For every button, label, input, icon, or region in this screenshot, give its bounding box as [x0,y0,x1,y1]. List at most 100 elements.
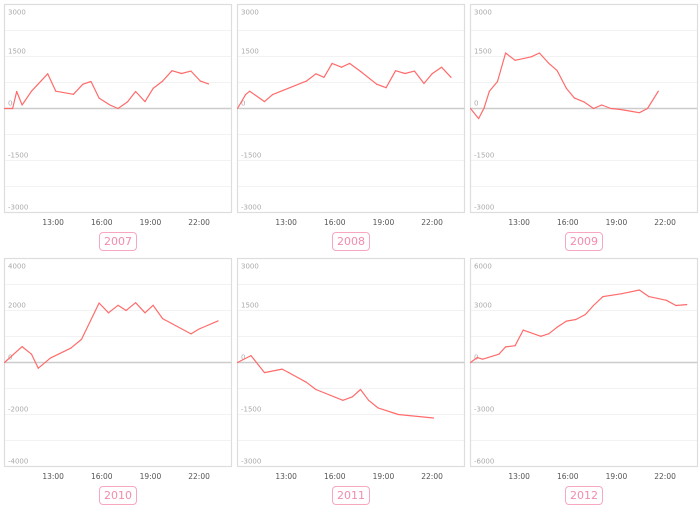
data-point [359,70,362,73]
line-chart: 3000 1500 0 -1500 -3000 13:00 16:00 19:00 22:00 [469,3,699,227]
y-tick-label: 3000 [241,9,259,17]
y-tick-label: 1500 [241,302,259,310]
data-point [180,72,183,75]
year-button-2012[interactable]: 2012 [565,486,603,505]
data-point [377,407,379,409]
year-button-2010[interactable]: 2010 [99,486,137,505]
data-point [619,108,622,111]
y-tick-label: 0 [241,354,245,362]
data-point [125,309,127,312]
chart-panel-2009: 3000 1500 0 -1500 -3000 13:00 16:00 19:00 22:00 2… [469,3,699,251]
x-tick-label: 13:00 [42,218,64,227]
y-tick-label: 0 [474,354,478,362]
line-chart: 6000 3000 0 -3000 -6000 13:00 16:00 19:00 22:00 [469,257,699,481]
data-point [610,107,612,110]
data-point [236,107,239,110]
data-point [367,399,370,401]
data-point [342,399,344,401]
y-tick-label: 4000 [8,263,26,271]
data-point [281,368,283,370]
series-line [4,302,219,369]
data-point [505,52,507,54]
y-tick-label: -1500 [8,152,28,160]
year-button-2008[interactable]: 2008 [332,232,370,251]
data-point [548,333,550,335]
data-point [152,87,154,89]
y-tick-label: 3000 [8,9,26,17]
data-point [565,87,568,89]
y-tick-label: 0 [8,100,12,108]
data-point [646,107,649,110]
data-point [98,97,100,99]
y-tick-label: 2000 [8,302,26,310]
data-point [249,90,251,92]
data-point [376,83,378,85]
data-point [514,59,516,61]
y-tick-label: 3000 [474,9,492,17]
data-point [245,94,247,96]
year-button-2011[interactable]: 2011 [332,486,370,505]
data-point [199,80,202,82]
data-point [592,107,595,110]
data-point [621,293,623,295]
data-point [657,90,659,92]
data-point [349,62,351,65]
data-point [144,312,146,314]
data-point [236,361,239,364]
x-tick-label: 13:00 [508,218,530,227]
x-tick-label: 22:00 [421,218,443,227]
x-tick-label: 19:00 [373,472,395,481]
data-point [665,299,668,301]
data-point [323,76,325,78]
chart-panel-2011: 3000 1500 0 -1500 -3000 13:00 16:00 19:00 22:00 2… [236,257,466,505]
data-point [109,104,111,106]
data-point [331,62,333,65]
data-point [72,93,75,95]
data-point [638,289,640,291]
y-tick-label: -3000 [241,204,261,212]
data-point [423,82,425,85]
data-point [340,66,343,68]
x-tick-label: 22:00 [188,218,210,227]
data-point [686,304,688,306]
y-tick-label: -1500 [241,152,261,160]
data-point [556,69,558,71]
line-chart: 3000 1500 0 -1500 -3000 13:00 16:00 19:00 22:00 [236,3,466,227]
series-line [470,289,687,363]
data-point [394,70,397,72]
chart-panel-2008: 3000 1500 0 -1500 -3000 13:00 16:00 19:00 22:00 2… [236,3,466,251]
y-tick-label: 1500 [474,48,492,56]
data-point [134,302,137,304]
data-point [351,396,353,398]
data-point [134,90,137,93]
y-tick-label: 0 [241,100,245,108]
y-tick-label: -2000 [8,406,28,414]
data-point [432,417,435,419]
data-point [548,62,550,65]
data-point [98,302,100,304]
data-point [638,112,640,114]
y-tick-label: -1500 [241,406,261,414]
chart-panel-2010: 4000 2000 0 -2000 -4000 13:00 16:00 19:00 22:00 2… [3,257,233,505]
y-tick-label: 6000 [474,263,492,271]
data-point [522,329,524,331]
data-point [117,107,119,110]
data-point [315,73,317,75]
data-point [126,101,129,103]
data-point [478,117,480,120]
data-point [397,413,399,416]
data-point [207,83,210,85]
x-tick-label: 16:00 [557,218,579,227]
year-button-2009[interactable]: 2009 [565,232,603,251]
x-tick-label: 13:00 [275,472,297,481]
data-point [584,313,586,316]
data-point [272,94,274,96]
y-tick-label: -6000 [474,458,494,466]
series-line [4,70,209,110]
year-button-2007[interactable]: 2007 [99,232,137,251]
data-point [305,381,308,383]
y-tick-label: -3000 [8,204,28,212]
data-point [144,100,146,103]
data-point [469,361,472,364]
data-point [575,318,577,321]
